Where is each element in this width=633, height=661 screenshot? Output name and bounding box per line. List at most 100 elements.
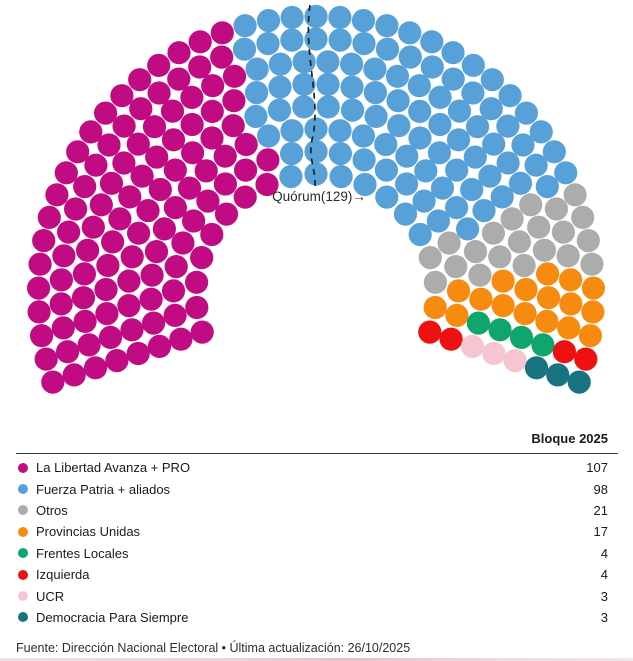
seat-dot — [201, 74, 225, 98]
legend-value: 98 — [593, 481, 608, 497]
seat-dot — [340, 52, 364, 76]
seat-dot — [460, 177, 484, 202]
seat-dot — [581, 300, 605, 324]
seat-dot — [340, 98, 365, 122]
legend-row: Provincias Unidas 17 — [16, 521, 618, 542]
seat-dot — [45, 183, 69, 207]
seat-dot — [256, 148, 280, 172]
seat-dot — [256, 9, 281, 33]
seat-dot — [557, 316, 581, 340]
seat-dot — [233, 185, 257, 209]
seat-dot — [190, 320, 214, 344]
seat-dot — [182, 209, 206, 233]
seat-dot — [233, 14, 257, 38]
legend-swatch — [18, 505, 28, 516]
seat-dot — [519, 193, 543, 217]
seat-dot — [49, 292, 73, 316]
seat-dot — [34, 347, 58, 371]
seat-dot — [117, 294, 141, 318]
seat-dot — [529, 120, 553, 144]
seat-dot — [171, 231, 195, 255]
seat-dot — [420, 30, 444, 54]
seat-dot — [200, 99, 224, 123]
seat-dot — [351, 124, 375, 148]
seat-dot — [482, 132, 506, 156]
legend-value: 4 — [600, 545, 608, 561]
seat-dot — [567, 370, 591, 394]
seat-dot — [164, 255, 188, 279]
seat-dot — [329, 165, 353, 189]
seat-dot — [136, 199, 160, 223]
seat-dot — [428, 112, 452, 137]
seat-dot — [461, 53, 485, 77]
seat-dot — [393, 202, 418, 226]
seat-dot — [535, 309, 559, 333]
legend-label: Fuerza Patria + aliados — [36, 481, 171, 497]
seat-dot — [423, 295, 447, 320]
seat-dot — [463, 145, 487, 169]
seat-dot — [461, 81, 485, 105]
seat-dot — [152, 217, 176, 241]
seat-dot — [418, 320, 442, 344]
legend-label: La Libertad Avanza + PRO — [36, 460, 191, 476]
seat-dot — [386, 89, 410, 113]
seat-dot — [163, 303, 187, 327]
seat-dot — [147, 334, 172, 358]
seat-dot — [28, 252, 52, 276]
seat-dot — [232, 37, 257, 61]
seat-dot — [185, 295, 209, 320]
seat-dot — [456, 217, 480, 241]
seat-dot — [444, 255, 468, 279]
seat-dot — [161, 279, 186, 303]
seat-dot — [328, 119, 352, 143]
seat-dot — [210, 21, 234, 45]
seat-dot — [130, 164, 154, 188]
seat-dot — [374, 158, 398, 182]
seat-dot — [418, 246, 442, 270]
seat-dot — [101, 230, 125, 254]
seat-dot — [244, 104, 268, 128]
seat-dot — [73, 309, 97, 333]
seat-dot — [578, 324, 603, 348]
seat-dot — [426, 209, 450, 233]
seat-dot — [552, 340, 577, 364]
seat-dot — [73, 175, 97, 199]
seat-dot — [535, 175, 559, 199]
seat-dot — [385, 64, 410, 88]
seat-dot — [531, 333, 555, 357]
seat-dot — [375, 14, 399, 38]
seat-dot — [420, 55, 444, 79]
seat-dot — [316, 50, 340, 74]
seat-dot — [554, 161, 578, 185]
seat-dot — [77, 333, 101, 357]
seat-dot — [304, 27, 328, 51]
seat-dot — [352, 31, 376, 56]
seat-dot — [465, 115, 490, 139]
seat-dot — [280, 5, 304, 30]
seat-dot — [161, 128, 186, 152]
seat-dot — [120, 318, 144, 342]
seat-dot — [105, 349, 129, 373]
seat-dot — [94, 277, 118, 302]
seat-dot — [427, 141, 451, 165]
seat-dot — [574, 347, 598, 371]
seat-dot — [423, 270, 447, 294]
seat-dot — [255, 172, 279, 197]
seat-dot — [316, 72, 340, 96]
seat-dot — [177, 176, 202, 200]
seat-dot — [112, 151, 136, 175]
seat-dot — [445, 303, 469, 327]
seat-dot — [507, 230, 531, 254]
quorum-label: Quórum(129)→ — [272, 189, 366, 204]
seat-dot — [256, 31, 280, 56]
seat-dot — [395, 144, 419, 168]
legend-swatch — [18, 548, 28, 559]
seat-dot — [559, 292, 583, 316]
seat-dot — [200, 126, 224, 150]
seat-dot — [576, 229, 600, 253]
hemicycle-chart: Quórum(129)→ — [26, 4, 606, 394]
seat-dot — [163, 158, 187, 182]
legend-row: Frentes Locales 4 — [16, 543, 618, 564]
seat-dot — [234, 158, 258, 182]
seat-dot — [491, 269, 515, 293]
